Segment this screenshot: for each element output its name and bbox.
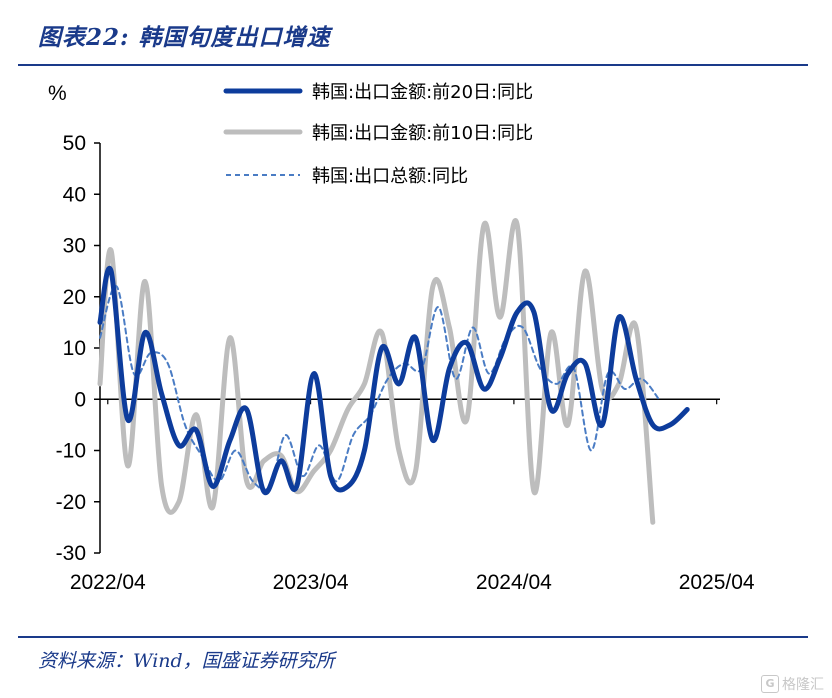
- y-tick-label: 50: [63, 132, 86, 155]
- chart-title: 图表22: 韩国旬度出口增速: [38, 24, 331, 51]
- x-tick-label: 2022/04: [70, 571, 146, 594]
- y-tick-label: 30: [63, 235, 86, 258]
- watermark-logo-icon: G: [761, 675, 779, 693]
- x-tick-label: 2023/04: [273, 571, 349, 594]
- top-rule: [18, 64, 808, 66]
- series-line-1: [97, 265, 690, 496]
- legend-label-1: 韩国:出口金额:前20日:同比: [312, 82, 533, 103]
- y-tick-label: 0: [74, 388, 86, 411]
- y-tick-label: -20: [56, 491, 86, 514]
- source-note: 资料来源：Wind，国盛证券研究所: [38, 650, 335, 672]
- y-tick-label: 10: [63, 337, 86, 360]
- watermark-text: 格隆汇: [782, 677, 824, 693]
- x-tick-label: 2024/04: [476, 571, 552, 594]
- y-tick-label: -30: [56, 542, 86, 565]
- legend-label-2: 韩国:出口金额:前10日:同比: [312, 123, 533, 144]
- series-lines: [97, 218, 690, 525]
- x-tick-label: 2025/04: [679, 571, 755, 594]
- watermark: G 格隆汇: [761, 674, 824, 694]
- y-tick-label: 40: [63, 183, 86, 206]
- bottom-rule: [18, 636, 808, 638]
- y-axis-unit-label: %: [48, 82, 67, 105]
- y-tick-label: -10: [56, 440, 86, 463]
- axes: 50 40 30 20 10 0 -10 -20 -30% 2022/04 2023/04 2024/…: [48, 82, 755, 594]
- legend-label-3: 韩国:出口总额:同比: [312, 166, 468, 187]
- y-tick-label: 20: [63, 286, 86, 309]
